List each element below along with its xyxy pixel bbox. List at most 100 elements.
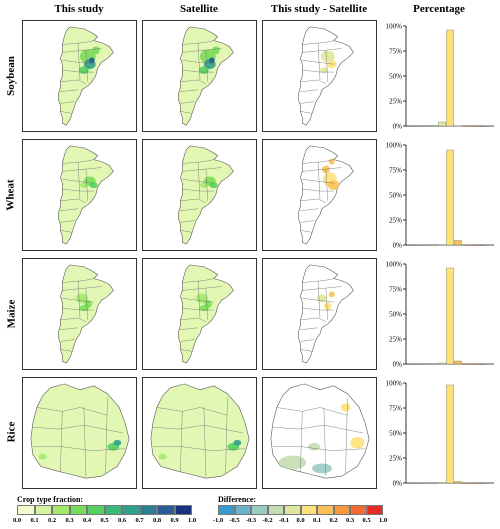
- bar-1.0: [486, 363, 494, 365]
- province-border: [272, 424, 364, 434]
- province-border: [302, 60, 334, 65]
- bar-0.5: [478, 482, 486, 484]
- province-border: [300, 79, 326, 85]
- region-outline: [178, 26, 234, 126]
- province-border: [156, 407, 228, 416]
- crop-patch: [328, 158, 335, 165]
- y-tick-label: 100%: [386, 23, 403, 31]
- bar-0.5: [478, 244, 486, 246]
- province-border: [300, 220, 315, 223]
- province-border: [60, 411, 63, 473]
- province-border: [60, 89, 79, 92]
- province-border: [60, 220, 75, 223]
- crop-patch: [327, 180, 340, 191]
- province-border: [83, 407, 87, 477]
- y-tick-label: 25%: [389, 98, 402, 106]
- province-border: [302, 298, 334, 303]
- legend-tick-label: 0.3: [65, 517, 74, 524]
- province-border: [60, 79, 86, 85]
- region-outline: [298, 145, 354, 245]
- crop-patch: [89, 182, 98, 189]
- province-border: [302, 40, 334, 45]
- bar-0.5: [478, 363, 486, 365]
- bar--0.5: [414, 244, 422, 246]
- legend-swatch: [317, 505, 334, 515]
- province-border: [325, 50, 329, 82]
- province-border: [180, 208, 199, 211]
- bar-0.3: [470, 125, 478, 127]
- legend-tick-label: 0.1: [30, 517, 39, 524]
- province-border: [62, 40, 94, 45]
- row-label-rice: Rice: [5, 421, 18, 443]
- province-border: [302, 159, 334, 164]
- province-border: [85, 169, 89, 201]
- province-border: [182, 48, 222, 53]
- y-tick-label: 100%: [386, 142, 403, 150]
- province-border: [152, 424, 244, 434]
- province-border: [276, 407, 348, 416]
- y-tick-label: 75%: [389, 286, 402, 294]
- province-border: [180, 339, 195, 342]
- crop-patch: [211, 46, 220, 55]
- province-border: [60, 208, 79, 211]
- province-border: [180, 349, 193, 352]
- province-border: [182, 179, 214, 184]
- province-border: [205, 288, 209, 320]
- bar-1.0: [486, 482, 494, 484]
- crop-patch: [158, 453, 167, 460]
- column-title-difference: This study - Satellite: [270, 3, 368, 15]
- province-border: [180, 79, 206, 85]
- y-tick-label: 0%: [393, 242, 403, 250]
- province-border: [180, 89, 199, 92]
- crop-patch: [320, 50, 335, 63]
- y-tick-label: 25%: [389, 336, 402, 344]
- province-border: [62, 69, 94, 73]
- province-border: [62, 167, 102, 172]
- crop-patch: [199, 182, 208, 189]
- legend-swatch: [52, 505, 70, 515]
- y-tick-label: 0%: [393, 480, 403, 488]
- crop-patch: [199, 305, 209, 312]
- province-border: [345, 397, 348, 475]
- map-panel-maize-difference: [262, 258, 377, 370]
- province-border: [77, 161, 81, 199]
- crop-patch: [91, 46, 100, 55]
- map-panel-wheat-difference: [262, 139, 377, 251]
- bar--0.5: [414, 125, 422, 127]
- legend-swatch: [139, 505, 157, 515]
- region-outline: [178, 145, 234, 245]
- map-panel-rice-this-study: [22, 377, 137, 489]
- province-border: [205, 169, 209, 201]
- legend-tick-label: -0.2: [262, 517, 273, 524]
- province-border: [60, 230, 73, 233]
- map-panel-maize-satellite: [142, 258, 257, 370]
- province-border: [182, 286, 222, 291]
- bar--0.2: [430, 244, 438, 246]
- map-panel-maize-this-study: [22, 258, 137, 370]
- province-border: [302, 278, 334, 283]
- bar-0.1: [454, 125, 462, 127]
- bar--0.3: [422, 363, 430, 365]
- percentage-chart-wheat: 0% 25% 50% 75% 100%: [378, 137, 496, 253]
- crop-patch: [323, 302, 332, 311]
- region-outline: [58, 264, 114, 364]
- province-border: [60, 349, 73, 352]
- region-outline: [30, 383, 130, 479]
- region-outline: [58, 26, 114, 126]
- province-border: [300, 208, 319, 211]
- bar--0.5: [414, 363, 422, 365]
- bar--0.5: [414, 482, 422, 484]
- bar-0.2: [462, 363, 470, 365]
- bar--1.0: [406, 244, 414, 246]
- legend-swatch: [69, 505, 87, 515]
- province-border: [182, 69, 214, 73]
- legend-swatch: [284, 505, 301, 515]
- province-border: [180, 101, 195, 104]
- y-tick-label: 100%: [386, 380, 403, 388]
- province-border: [32, 446, 126, 451]
- province-border: [182, 307, 214, 311]
- province-border: [302, 69, 334, 73]
- province-border: [300, 89, 319, 92]
- province-border: [32, 424, 124, 434]
- province-border: [302, 286, 342, 291]
